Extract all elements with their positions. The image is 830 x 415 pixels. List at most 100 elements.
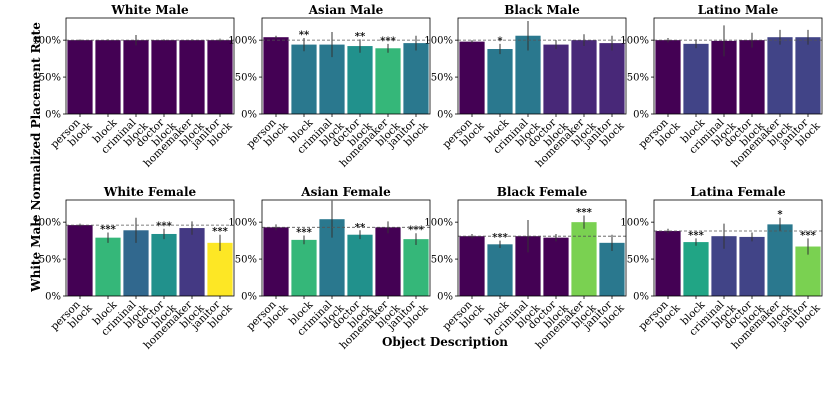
panel-frame (653, 199, 823, 297)
panel-white-male: White Male0%50%100%personblockblockcrimi… (32, 3, 235, 170)
y-tick-label: 50% (39, 255, 61, 266)
y-tick-label: 50% (431, 73, 453, 84)
x-tick-label: janitorblock (776, 112, 823, 159)
panel-asian-female: Asian Female*** ** ***0%50%100%personblock… (228, 185, 431, 352)
panel-frame (261, 199, 431, 297)
y-tick-label: 50% (627, 73, 649, 84)
significance-stars: *** (212, 227, 228, 238)
bar (95, 237, 121, 296)
panel-frame (65, 199, 235, 297)
panel-title: Asian Female (300, 185, 391, 199)
bar (151, 40, 177, 114)
bar (767, 224, 793, 296)
panel-black-male: Black Male*0%50%100%personblockblockcrim… (424, 3, 627, 170)
significance-stars: ** (299, 30, 310, 41)
chart-panels: White Male0%50%100%personblockblockcrimi… (32, 3, 823, 352)
bar (375, 227, 401, 296)
bar (207, 242, 233, 296)
y-tick-label: 0% (633, 292, 649, 303)
y-tick-label: 100% (424, 218, 453, 229)
bar (207, 40, 233, 114)
y-tick-label: 0% (45, 110, 61, 121)
bar (487, 49, 513, 115)
x-tick-label: janitorblock (384, 112, 431, 159)
bar (571, 222, 597, 296)
bar (683, 43, 709, 114)
panel-frame (457, 17, 627, 115)
y-tick-label: 50% (235, 73, 257, 84)
y-tick-label: 0% (437, 292, 453, 303)
panel-black-female: Black Female******0%50%100%personblockbl… (424, 185, 627, 352)
bar (795, 37, 821, 115)
x-tick-label: janitorblock (580, 294, 627, 341)
significance-stars: ** (355, 31, 366, 42)
y-tick-label: 100% (32, 218, 61, 229)
x-tick-label: janitorblock (580, 112, 627, 159)
significance-stars: *** (296, 227, 312, 238)
y-tick-label: 0% (437, 110, 453, 121)
bar (599, 242, 625, 296)
bar (683, 242, 709, 296)
bar (375, 48, 401, 114)
bar (571, 40, 597, 114)
significance-stars: *** (800, 230, 816, 241)
significance-stars: *** (576, 208, 592, 219)
bar (739, 40, 765, 114)
bar (459, 41, 485, 114)
panel-title: White Female (103, 185, 197, 199)
bar (655, 231, 681, 296)
bar (767, 37, 793, 115)
y-tick-label: 50% (235, 255, 257, 266)
y-tick-label: 50% (431, 255, 453, 266)
bar (67, 225, 93, 296)
y-tick-label: 0% (633, 110, 649, 121)
panel-title: Latina Female (690, 185, 786, 199)
bar (263, 227, 289, 296)
bar (739, 236, 765, 296)
significance-stars: *** (100, 224, 116, 235)
panel-frame (261, 17, 431, 115)
significance-stars: * (777, 210, 783, 221)
panel-title: White Male (110, 3, 189, 17)
bar (487, 244, 513, 296)
panel-frame (653, 17, 823, 115)
significance-stars: *** (408, 225, 424, 236)
x-tick-label: janitorblock (188, 294, 235, 341)
bar (543, 237, 569, 296)
y-tick-label: 100% (620, 36, 649, 47)
bar (263, 37, 289, 115)
panel-latino-male: Latino Male0%50%100%personblockblockcrim… (620, 3, 823, 170)
x-tick-label: janitorblock (776, 294, 823, 341)
y-tick-label: 50% (627, 255, 649, 266)
significance-stars: *** (380, 36, 396, 47)
bar (151, 233, 177, 296)
y-tick-label: 100% (228, 218, 257, 229)
x-axis-label: Object Description (382, 335, 508, 349)
bar (291, 239, 317, 296)
bar (347, 46, 373, 114)
y-tick-label: 50% (39, 73, 61, 84)
bar (123, 40, 149, 114)
bar (543, 44, 569, 115)
bar (95, 40, 121, 114)
bar (403, 239, 429, 296)
x-tick-label: janitorblock (188, 112, 235, 159)
y-tick-label: 100% (620, 218, 649, 229)
panel-title: Asian Male (308, 3, 384, 17)
bar (291, 44, 317, 115)
y-tick-label: 100% (32, 36, 61, 47)
bar (459, 236, 485, 296)
bar (795, 246, 821, 296)
panel-title: Latino Male (698, 3, 779, 17)
bar (599, 43, 625, 114)
y-tick-label: 0% (241, 292, 257, 303)
panel-title: Black Male (504, 3, 580, 17)
panel-latina-female: Latina Female*******0%50%100%personblock… (620, 185, 823, 352)
bar (403, 43, 429, 114)
panel-frame (457, 199, 627, 297)
significance-stars: ** (355, 222, 366, 233)
panel-asian-male: Asian Male** ** ***0%50%100%personblockblo… (228, 3, 431, 170)
y-tick-label: 100% (424, 36, 453, 47)
bar (655, 40, 681, 114)
